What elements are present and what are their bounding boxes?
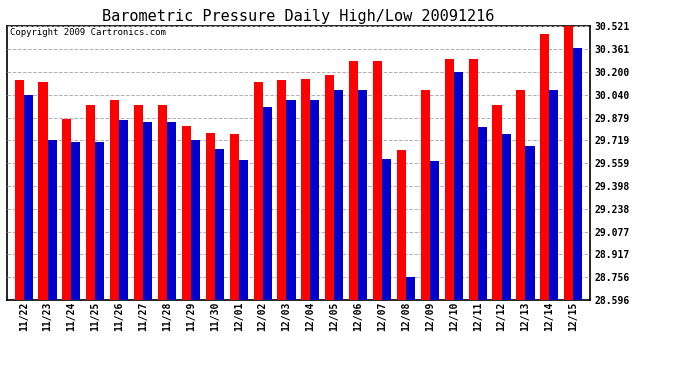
Bar: [454, 72, 463, 300]
Bar: [239, 160, 248, 300]
Bar: [143, 122, 152, 300]
Bar: [110, 100, 119, 300]
Text: Copyright 2009 Cartronics.com: Copyright 2009 Cartronics.com: [10, 28, 166, 37]
Bar: [182, 126, 191, 300]
Bar: [573, 48, 582, 300]
Bar: [23, 94, 32, 300]
Bar: [253, 82, 263, 300]
Bar: [310, 100, 319, 300]
Bar: [397, 150, 406, 300]
Title: Barometric Pressure Daily High/Low 20091216: Barometric Pressure Daily High/Low 20091…: [102, 9, 495, 24]
Bar: [167, 122, 176, 300]
Bar: [62, 119, 72, 300]
Bar: [263, 108, 272, 300]
Bar: [230, 135, 239, 300]
Bar: [349, 60, 358, 300]
Bar: [516, 90, 525, 300]
Bar: [39, 82, 48, 300]
Bar: [48, 140, 57, 300]
Bar: [549, 90, 558, 300]
Bar: [72, 142, 81, 300]
Bar: [14, 80, 23, 300]
Bar: [477, 128, 486, 300]
Bar: [421, 90, 430, 300]
Bar: [277, 80, 286, 300]
Bar: [206, 133, 215, 300]
Bar: [444, 59, 454, 300]
Bar: [373, 60, 382, 300]
Bar: [540, 33, 549, 300]
Bar: [158, 105, 167, 300]
Bar: [382, 159, 391, 300]
Bar: [86, 105, 95, 300]
Bar: [358, 90, 367, 300]
Bar: [191, 140, 200, 300]
Bar: [469, 59, 477, 300]
Bar: [325, 75, 334, 300]
Bar: [564, 26, 573, 300]
Bar: [119, 120, 128, 300]
Bar: [95, 142, 104, 300]
Bar: [215, 149, 224, 300]
Bar: [302, 79, 310, 300]
Bar: [430, 162, 439, 300]
Bar: [502, 135, 511, 300]
Bar: [493, 105, 502, 300]
Bar: [406, 277, 415, 300]
Bar: [334, 90, 344, 300]
Bar: [525, 146, 535, 300]
Bar: [286, 100, 295, 300]
Bar: [134, 105, 143, 300]
